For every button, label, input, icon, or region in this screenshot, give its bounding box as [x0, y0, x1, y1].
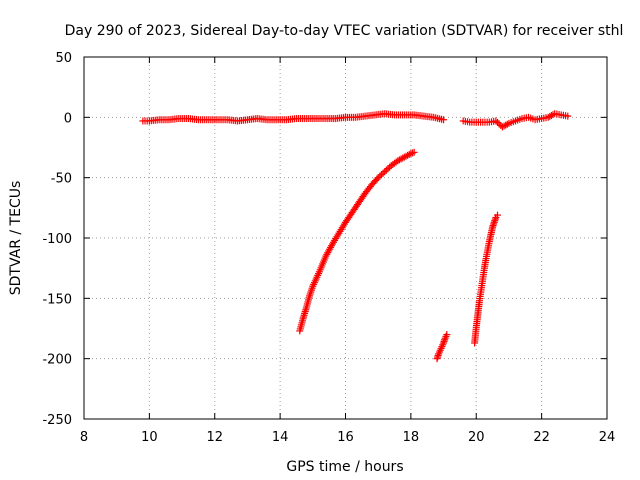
data-point: [492, 117, 500, 125]
y-axis: 50 0 -50 -100 -150 -200 -250: [42, 51, 607, 428]
data-point: [327, 242, 335, 250]
x-tick-label: 22: [533, 430, 550, 445]
data-point: [379, 169, 387, 177]
data-point: [441, 334, 449, 342]
data-point: [503, 120, 511, 128]
data-point: [374, 174, 382, 182]
x-tick-label: 10: [141, 430, 158, 445]
data-point: [377, 171, 385, 179]
data-point: [407, 150, 415, 158]
data-point: [376, 172, 384, 180]
y-tick-label: -150: [42, 292, 72, 307]
x-tick-label: 24: [599, 430, 616, 445]
data-point: [410, 148, 418, 156]
y-tick-label: -100: [42, 232, 72, 247]
chart-title: Day 290 of 2023, Sidereal Day-to-day VTE…: [65, 23, 624, 39]
y-tick-label: 50: [55, 51, 72, 66]
data-point: [384, 165, 392, 173]
data-point: [440, 116, 448, 124]
y-tick-label: -50: [51, 172, 72, 187]
x-tick-label: 16: [337, 430, 354, 445]
y-tick-label: -250: [42, 413, 72, 428]
x-axis: 8 10 12 14 16 18 20 22 24: [80, 57, 615, 445]
x-tick-label: 18: [403, 430, 420, 445]
data-point: [405, 150, 413, 158]
data-points: [139, 110, 572, 363]
x-tick-label: 8: [80, 430, 88, 445]
data-point: [443, 331, 451, 339]
x-tick-label: 20: [468, 430, 485, 445]
data-point: [409, 149, 417, 157]
data-point: [495, 120, 503, 128]
x-tick-label: 14: [272, 430, 289, 445]
data-point: [382, 166, 390, 174]
y-tick-label: -200: [42, 353, 72, 368]
data-point: [493, 118, 501, 126]
data-point: [493, 211, 501, 219]
y-tick-label: 0: [64, 111, 72, 126]
grid: [84, 57, 607, 419]
data-point: [564, 112, 572, 120]
x-tick-label: 12: [206, 430, 223, 445]
x-axis-label: GPS time / hours: [286, 459, 403, 475]
data-point: [373, 175, 381, 183]
y-axis-label: SDTVAR / TECUs: [8, 181, 24, 296]
data-point: [381, 168, 389, 176]
